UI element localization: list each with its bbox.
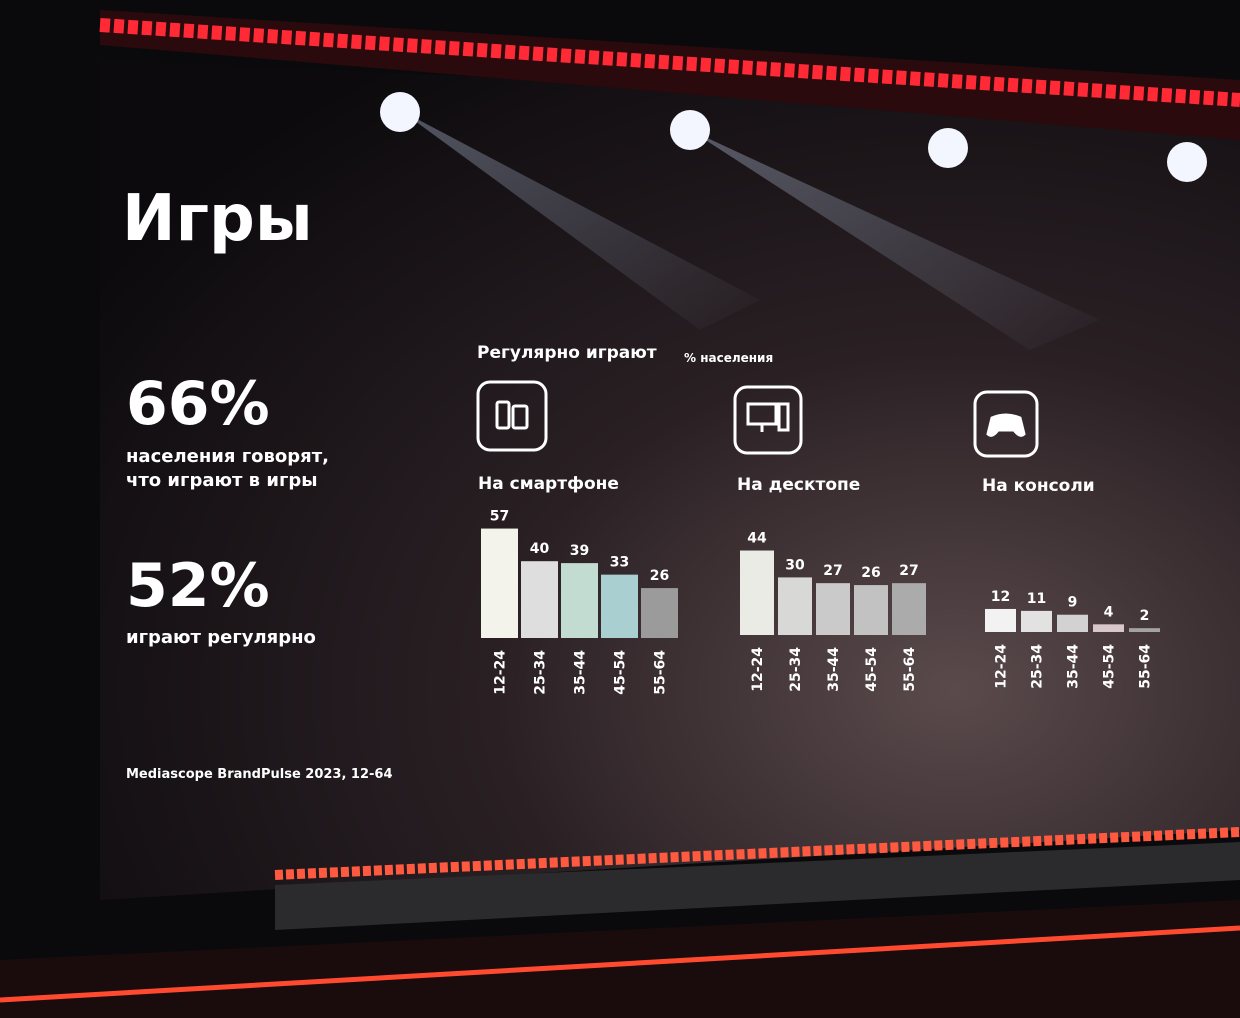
stat-text: что играют в игры (126, 470, 318, 491)
light-beam (400, 110, 760, 330)
value-label: 26 (861, 565, 880, 581)
bar (854, 585, 888, 635)
bar (561, 563, 598, 638)
light-beam (690, 130, 1100, 350)
value-label: 26 (650, 568, 669, 584)
x-tick-label: 45-54 (1102, 644, 1118, 689)
x-tick-label: 55-64 (902, 647, 918, 692)
value-label: 27 (823, 563, 842, 579)
stat-value: 66% (126, 369, 270, 439)
value-label: 40 (530, 541, 550, 557)
value-label: 12 (991, 589, 1010, 605)
bar (892, 583, 926, 635)
led-strip (274, 827, 1240, 880)
icon-frame (476, 380, 548, 452)
bar (521, 561, 558, 638)
stat-text: играют регулярно (126, 627, 316, 648)
spotlight (1167, 142, 1207, 182)
bar (1021, 610, 1052, 632)
bar (985, 608, 1016, 632)
x-tick-label: 12-24 (750, 647, 766, 692)
group-title: На консоли (982, 476, 1095, 496)
bar (816, 583, 850, 635)
group-title: На десктопе (737, 475, 860, 495)
phone-icon (511, 404, 529, 430)
value-label: 11 (1027, 591, 1046, 607)
spotlight (380, 92, 420, 132)
bar (1129, 628, 1160, 632)
x-tick-label: 55-64 (653, 650, 669, 695)
chart-unit: % населения (684, 351, 773, 365)
value-label: 39 (570, 543, 589, 559)
x-tick-label: 25-34 (533, 650, 549, 695)
spotlight (670, 110, 710, 150)
bar (601, 574, 638, 638)
gamepad-icon (986, 413, 1026, 437)
icon-frame (733, 385, 803, 455)
value-label: 27 (899, 563, 918, 579)
chart-heading: Регулярно играют (477, 343, 657, 363)
icons (476, 380, 1039, 458)
source: Mediascope BrandPulse 2023, 12-64 (126, 767, 393, 782)
value-label: 33 (610, 555, 629, 571)
x-tick-label: 12-24 (994, 644, 1010, 689)
stat-value: 52% (126, 551, 270, 621)
x-tick-label: 45-54 (864, 647, 880, 692)
x-tick-label: 25-34 (1030, 644, 1046, 689)
stage-light (0, 925, 1240, 1003)
bar (1093, 624, 1124, 632)
x-tick-label: 35-44 (573, 650, 589, 695)
x-tick-label: 45-54 (613, 650, 629, 695)
slide-title: Игры (122, 182, 313, 256)
bar (778, 577, 812, 635)
stat-text: населения говорят, (126, 446, 329, 467)
x-tick-label: 25-34 (788, 647, 804, 692)
bar (481, 528, 518, 638)
x-tick-label: 55-64 (1138, 644, 1154, 689)
stage (0, 900, 1240, 1018)
bar (1057, 614, 1088, 632)
x-tick-label: 35-44 (1066, 644, 1082, 689)
led-strip (99, 18, 1240, 107)
value-label: 9 (1068, 595, 1078, 611)
x-tick-label: 35-44 (826, 647, 842, 692)
bar (740, 550, 774, 635)
group-title: На смартфоне (478, 474, 619, 494)
value-label: 4 (1104, 604, 1114, 620)
tower-icon (777, 402, 790, 432)
value-label: 30 (785, 557, 805, 573)
phone-icon (495, 400, 511, 430)
bar (641, 588, 678, 638)
value-label: 57 (490, 509, 509, 525)
x-tick-label: 12-24 (493, 650, 509, 695)
spotlight (928, 128, 968, 168)
value-label: 44 (747, 531, 767, 547)
stage-edge (275, 842, 1240, 930)
icon-frame (973, 390, 1039, 458)
value-label: 2 (1140, 608, 1150, 624)
